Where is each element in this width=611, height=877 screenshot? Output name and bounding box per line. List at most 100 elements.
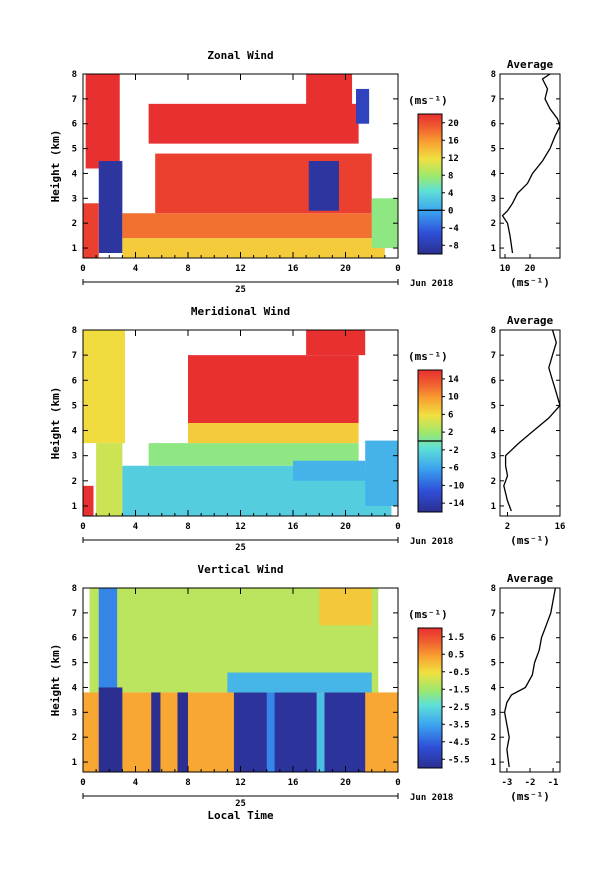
y-tick-label: 2: [72, 477, 77, 487]
heatmap-region-9: [316, 692, 325, 772]
colorbar-tick-label: 0.5: [448, 650, 464, 660]
profile-y-tick-label: 1: [491, 502, 496, 512]
colorbar-tick-label: -5.5: [448, 755, 470, 765]
y-tick-label: 5: [72, 145, 77, 155]
colorbar-tick-label: -2: [448, 446, 459, 456]
heatmap-region-7: [188, 355, 359, 423]
y-tick-label: 3: [72, 708, 77, 718]
heatmap-region-4: [98, 687, 123, 772]
heatmap-region-5: [148, 443, 359, 466]
heatmap-region-2: [98, 588, 118, 693]
colorbar-tick-label: 0: [448, 206, 453, 216]
day-label: 25: [235, 543, 246, 553]
profile-y-tick-label: 1: [491, 244, 496, 254]
heatmap-cells: [83, 588, 398, 772]
x-tick-label: 0: [395, 778, 400, 788]
y-tick-label: 4: [72, 683, 78, 693]
x-tick-label: 4: [133, 778, 139, 788]
y-axis-label: Height (km): [49, 130, 62, 203]
panel-title: Zonal Wind: [207, 49, 273, 62]
profile-y-tick-label: 8: [491, 584, 496, 594]
colorbar-tick-label: -4: [448, 224, 459, 234]
colorbar-tick-label: -4.5: [448, 738, 470, 748]
x-tick-label: 12: [235, 778, 246, 788]
x-tick-label: 8: [185, 778, 190, 788]
profile-y-tick-label: 2: [491, 733, 496, 743]
heatmap-region-8: [266, 692, 275, 772]
x-tick-label: 12: [235, 522, 246, 532]
x-axis-label: Local Time: [207, 809, 274, 822]
profile-y-tick-label: 3: [491, 452, 496, 462]
profile-frame: [499, 329, 561, 517]
profile-x-tick-label: -3: [502, 778, 513, 788]
profile-x-tick-label: -2: [525, 778, 536, 788]
profile-y-tick-label: 2: [491, 477, 496, 487]
x-tick-label: 0: [80, 778, 85, 788]
profile-title: Average: [507, 314, 554, 327]
y-tick-label: 7: [72, 95, 77, 105]
profile-y-tick-label: 7: [491, 351, 496, 361]
colorbar-tick-label: -6: [448, 464, 459, 474]
y-tick-label: 8: [72, 584, 77, 594]
y-tick-label: 6: [72, 634, 77, 644]
y-tick-label: 1: [72, 502, 77, 512]
profile-x-tick-label: 16: [555, 522, 566, 532]
colorbar-tick-label: -10: [448, 481, 464, 491]
y-tick-label: 5: [72, 659, 77, 669]
heatmap-region-9: [308, 161, 339, 211]
x-tick-label: 16: [288, 264, 299, 274]
profile-y-tick-label: 5: [491, 145, 496, 155]
profile-x-tick-label: -1: [548, 778, 559, 788]
colorbar-tick-label: 12: [448, 154, 459, 164]
panel-title: Meridional Wind: [191, 305, 290, 318]
colorbar-tick-label: -0.5: [448, 668, 470, 678]
profile-y-tick-label: 7: [491, 95, 496, 105]
date-label: Jun 2018: [410, 537, 453, 547]
profile-y-tick-label: 6: [491, 376, 496, 386]
x-tick-label: 20: [340, 264, 351, 274]
y-tick-label: 3: [72, 452, 77, 462]
profile-x-tick-label: 20: [525, 264, 536, 274]
heatmap-region-3: [83, 203, 99, 258]
heatmap-region-8: [306, 330, 366, 356]
profile-y-tick-label: 2: [491, 219, 496, 229]
y-axis-label: Height (km): [49, 387, 62, 460]
y-tick-label: 6: [72, 120, 77, 130]
date-label: Jun 2018: [410, 279, 453, 289]
colorbar-unit-label: (ms⁻¹): [408, 350, 448, 363]
colorbar-unit-label: (ms⁻¹): [408, 94, 448, 107]
y-tick-label: 7: [72, 609, 77, 619]
colorbar-tick-label: -8: [448, 241, 459, 251]
y-tick-label: 5: [72, 401, 77, 411]
x-tick-label: 4: [133, 522, 139, 532]
colorbar-unit-label: (ms⁻¹): [408, 608, 448, 621]
x-tick-label: 8: [185, 522, 190, 532]
y-tick-label: 2: [72, 219, 77, 229]
heatmap-region-6: [177, 692, 188, 772]
colorbar-tick-label: 6: [448, 410, 453, 420]
y-tick-label: 7: [72, 351, 77, 361]
x-tick-label: 0: [80, 264, 85, 274]
colorbar-tick-label: 20: [448, 119, 459, 129]
y-tick-label: 8: [72, 326, 77, 336]
profile-x-tick-label: 10: [500, 264, 511, 274]
profile-y-tick-label: 4: [491, 683, 497, 693]
profile-title: Average: [507, 572, 554, 585]
profile-line: [503, 329, 561, 512]
profile-y-tick-label: 3: [491, 194, 496, 204]
colorbar-tick-label: 2: [448, 428, 453, 438]
day-label: 25: [235, 285, 246, 295]
profile-y-tick-label: 6: [491, 634, 496, 644]
heatmap-region-2: [96, 443, 123, 516]
x-tick-label: 16: [288, 522, 299, 532]
profile-y-tick-label: 8: [491, 70, 496, 80]
heatmap-region-8: [306, 74, 353, 112]
x-tick-label: 12: [235, 264, 246, 274]
heatmap-region-5: [122, 213, 385, 239]
profile-y-tick-label: 5: [491, 659, 496, 669]
colorbar-tick-label: 4: [448, 189, 454, 199]
colorbar-tick-label: 16: [448, 136, 459, 146]
colorbar-tick-label: -3.5: [448, 720, 470, 730]
